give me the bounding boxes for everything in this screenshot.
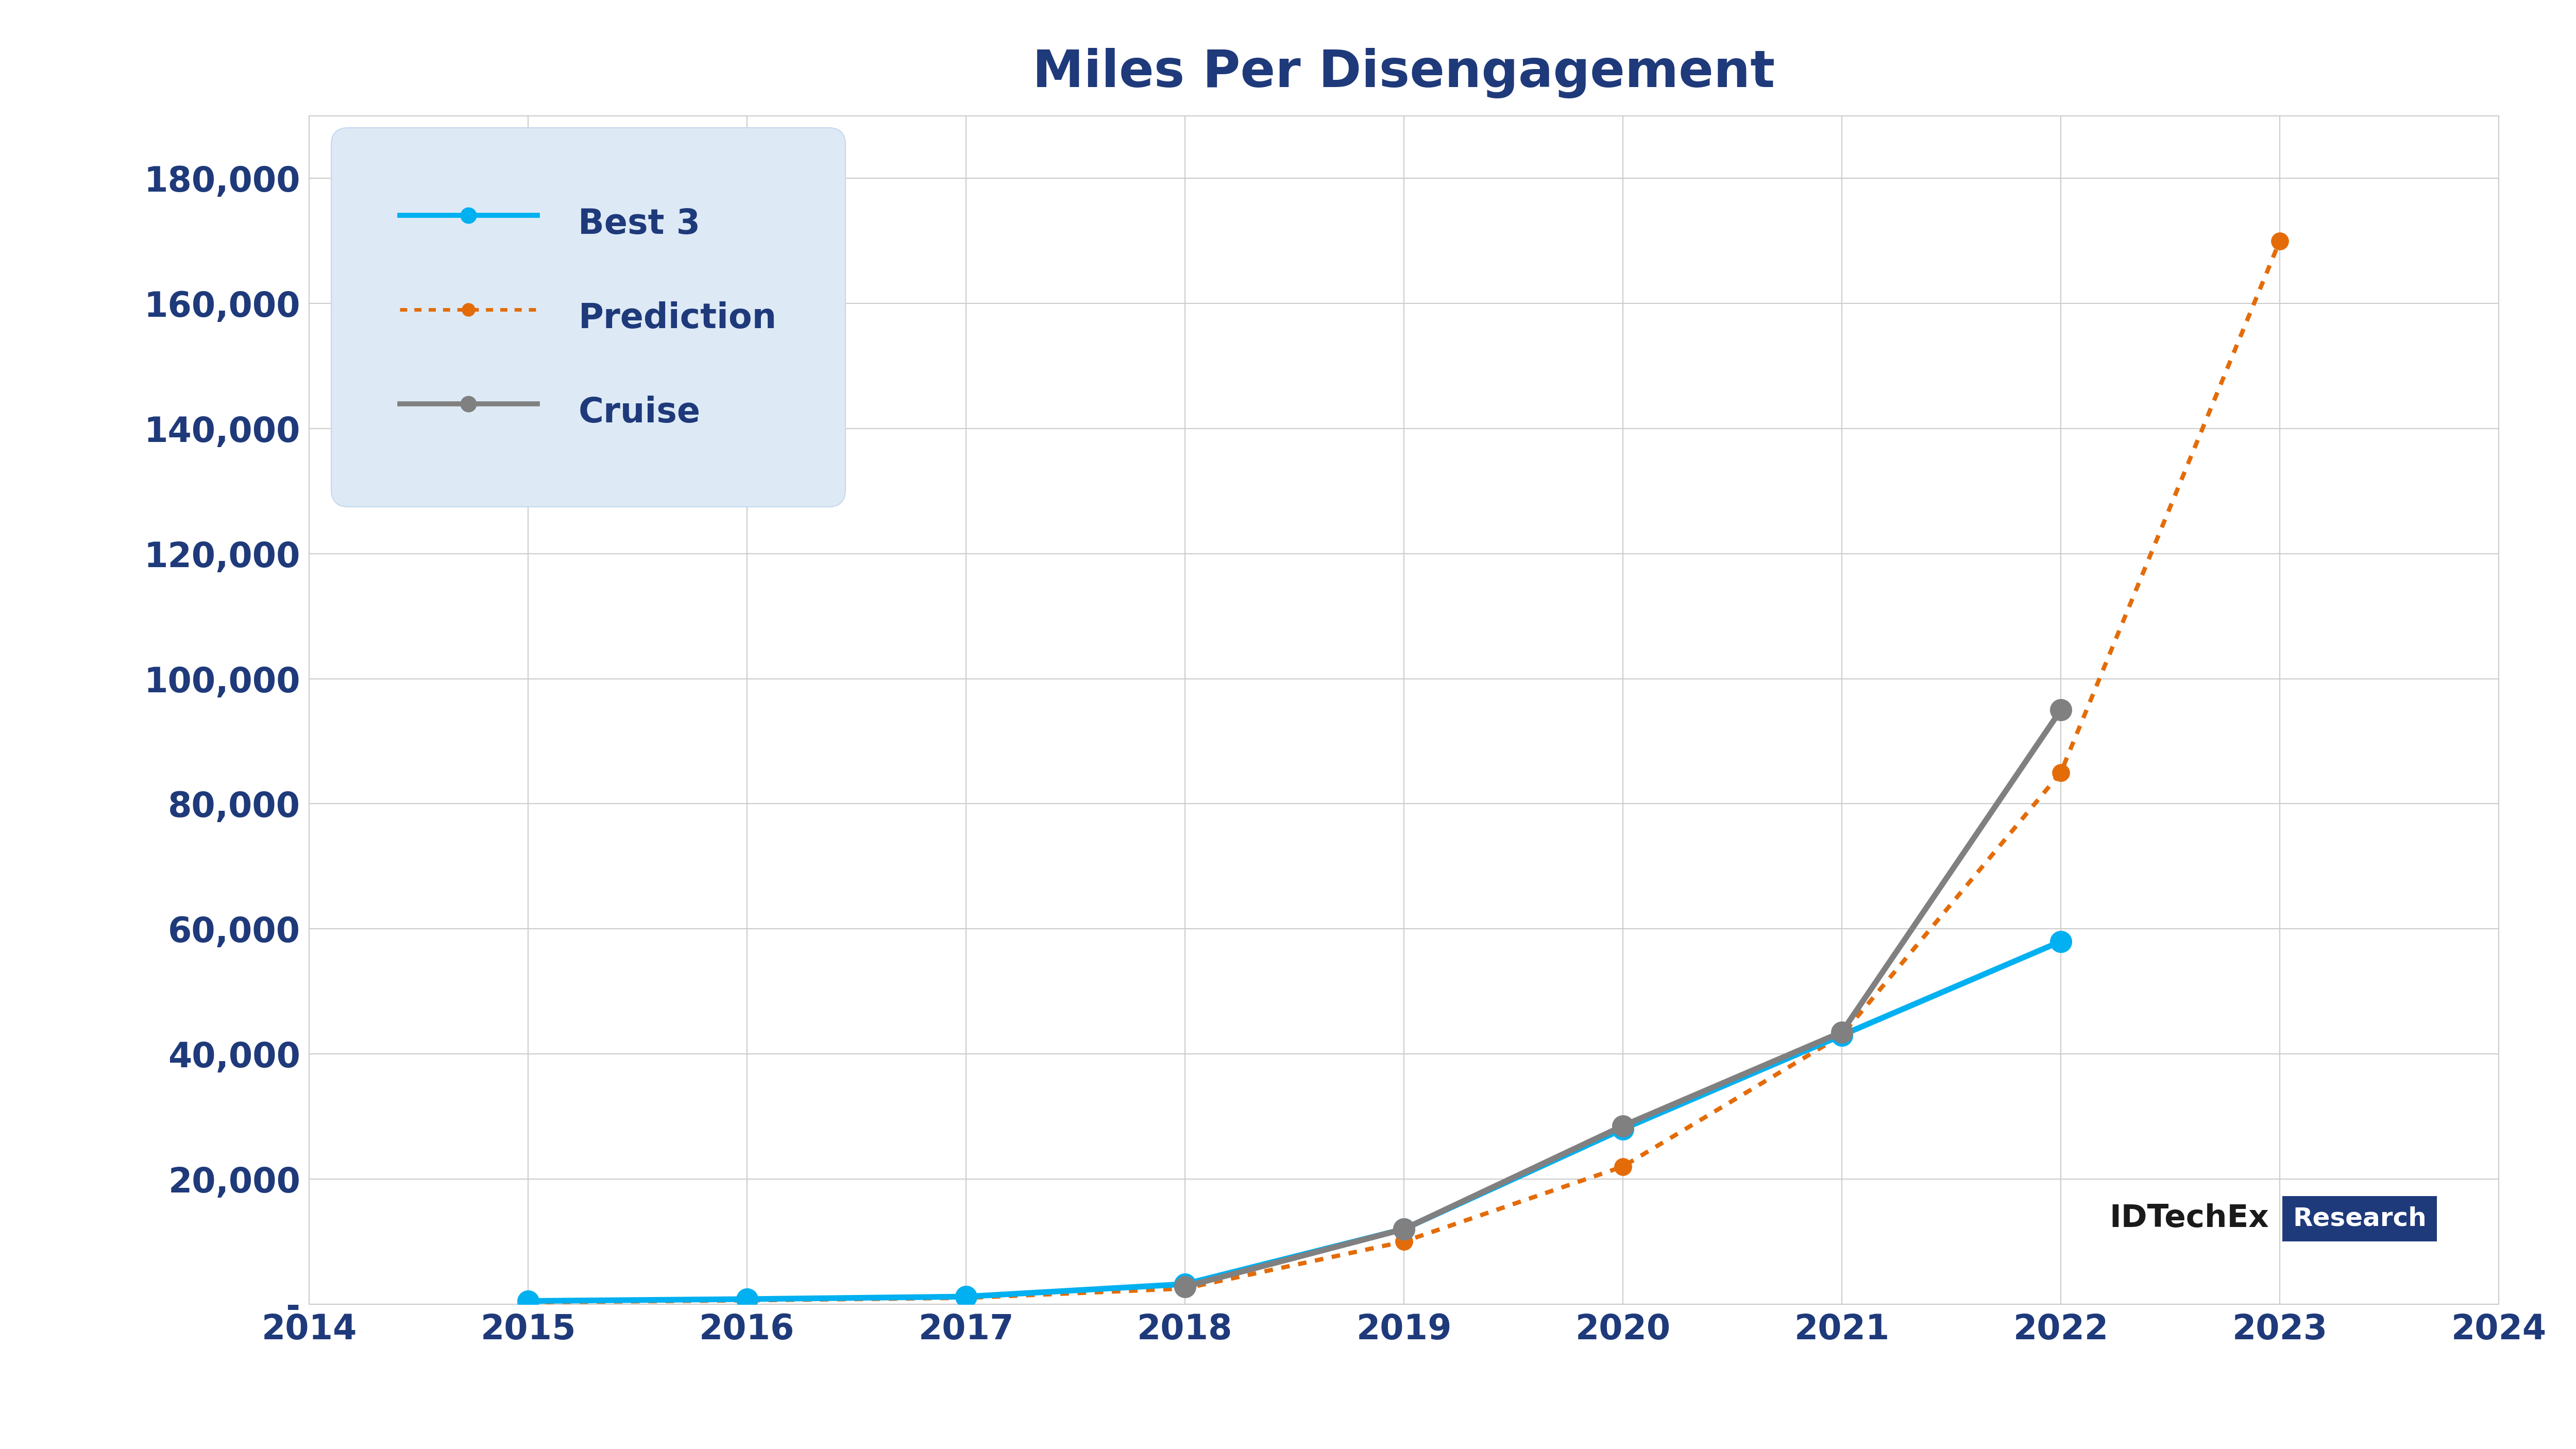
Legend: Best 3, Prediction, Cruise: Best 3, Prediction, Cruise — [348, 145, 829, 490]
Text: IDTechEx: IDTechEx — [2110, 1203, 2269, 1233]
Title: Miles Per Disengagement: Miles Per Disengagement — [1033, 48, 1775, 99]
Text: Research: Research — [2293, 1206, 2427, 1230]
